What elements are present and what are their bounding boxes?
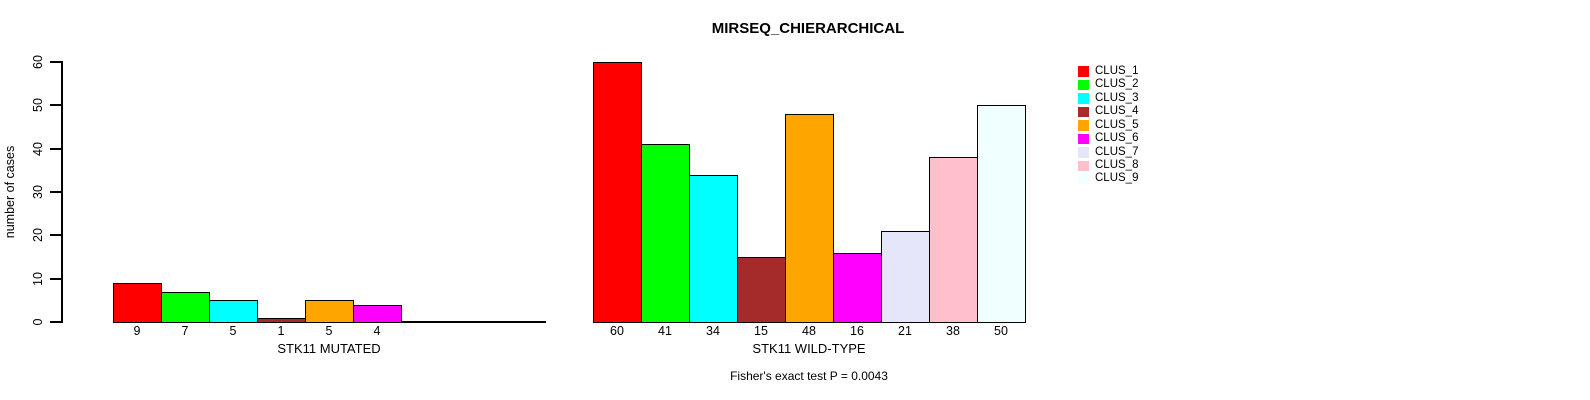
y-tick-0 <box>50 321 62 323</box>
bar-value-label: 9 <box>133 324 141 338</box>
fisher-exact-test-note: Fisher's exact test P = 0.0043 <box>730 369 888 383</box>
chart-title: MIRSEQ_CHIERARCHICAL <box>711 20 905 37</box>
legend-swatch-icon <box>1078 66 1089 77</box>
y-tick-30 <box>50 191 62 193</box>
y-tick-label-60: 60 <box>31 55 45 69</box>
legend-swatch-icon <box>1078 133 1089 145</box>
legend-label: CLUS_6 <box>1095 132 1139 145</box>
bar-stk11-wild-type-clus-6 <box>833 253 882 323</box>
bar-stk11-mutated-clus-2 <box>161 292 210 323</box>
legend-swatch-icon <box>1078 79 1089 91</box>
bar-value-label: 5 <box>325 324 333 338</box>
y-tick-10 <box>50 277 62 280</box>
bar-stk11-wild-type-clus-3 <box>689 175 738 323</box>
legend-item-clus-9: CLUS_9 <box>1078 173 1138 186</box>
bar-value-label: 21 <box>898 324 912 338</box>
bar-value-label: 34 <box>706 324 720 338</box>
legend-item-clus-7: CLUS_7 <box>1078 146 1138 159</box>
bar-value-label: 15 <box>754 324 768 338</box>
y-tick-label-50: 50 <box>31 98 45 113</box>
bar-stk11-wild-type-clus-4 <box>737 257 786 323</box>
legend-label: CLUS_5 <box>1095 118 1139 131</box>
bar-stk11-wild-type-clus-2 <box>641 144 690 323</box>
legend-item-clus-6: CLUS_6 <box>1078 132 1138 145</box>
bar-value-label: 4 <box>373 324 381 338</box>
bar-value-label: 60 <box>610 324 624 338</box>
legend-swatch-icon <box>1078 120 1089 131</box>
legend-label: CLUS_3 <box>1095 91 1139 104</box>
legend: CLUS_1 CLUS_2 CLUS_3 CLUS_4 CLUS_5 CLUS_6 CLUS… <box>1078 65 1138 186</box>
legend-swatch-icon <box>1078 93 1089 104</box>
bar-stk11-mutated-clus-6 <box>353 305 402 323</box>
bar-stk11-wild-type-clus-9 <box>977 105 1026 323</box>
legend-item-clus-3: CLUS_3 <box>1078 92 1138 105</box>
x-axis-label-stk11-wild-type: STK11 WILD-TYPE <box>752 341 866 356</box>
bar-stk11-mutated-clus-1 <box>113 283 162 323</box>
y-tick-label-0: 0 <box>31 318 45 326</box>
y-tick-60 <box>50 61 62 63</box>
y-tick-40 <box>50 147 62 150</box>
legend-item-clus-8: CLUS_8 <box>1078 159 1138 172</box>
legend-item-clus-4: CLUS_4 <box>1078 105 1138 118</box>
y-tick-50 <box>50 104 62 107</box>
legend-swatch-icon <box>1078 106 1089 118</box>
y-tick-label-40: 40 <box>31 141 45 156</box>
y-tick-20 <box>50 234 62 237</box>
legend-swatch-icon <box>1078 160 1089 172</box>
bar-value-label: 1 <box>277 324 285 338</box>
bar-stk11-wild-type-clus-7 <box>881 231 930 323</box>
bar-value-label: 7 <box>181 324 189 338</box>
bar-stk11-wild-type-clus-5 <box>785 114 834 323</box>
y-tick-label-30: 30 <box>31 185 45 199</box>
bar-stk11-wild-type-clus-1 <box>593 62 642 323</box>
bar-value-label: 16 <box>850 324 864 338</box>
legend-label: CLUS_7 <box>1095 145 1139 158</box>
legend-label: CLUS_9 <box>1095 172 1139 185</box>
y-tick-label-20: 20 <box>31 228 45 243</box>
legend-item-clus-2: CLUS_2 <box>1078 78 1138 91</box>
legend-label: CLUS_8 <box>1095 159 1139 172</box>
bar-value-label: 38 <box>946 324 960 338</box>
bar-stk11-wild-type-clus-8 <box>929 157 978 323</box>
bar-value-label: 5 <box>229 324 237 338</box>
bar-stk11-mutated-clus-4 <box>257 318 306 323</box>
x-axis-label-stk11-mutated: STK11 MUTATED <box>277 341 381 356</box>
legend-swatch-icon <box>1078 173 1089 185</box>
legend-label: CLUS_2 <box>1095 78 1139 91</box>
legend-item-clus-5: CLUS_5 <box>1078 119 1138 132</box>
legend-item-clus-1: CLUS_1 <box>1078 65 1138 78</box>
bar-value-label: 41 <box>658 324 672 338</box>
y-axis-line <box>61 61 63 323</box>
bar-value-label: 50 <box>994 324 1008 338</box>
bar-stk11-mutated-clus-3 <box>209 300 258 323</box>
y-tick-label-10: 10 <box>31 271 45 286</box>
legend-label: CLUS_4 <box>1095 105 1139 118</box>
legend-swatch-icon <box>1078 147 1089 158</box>
bar-value-label: 48 <box>802 324 816 338</box>
legend-label: CLUS_1 <box>1095 64 1139 77</box>
bar-stk11-mutated-clus-5 <box>305 300 354 323</box>
